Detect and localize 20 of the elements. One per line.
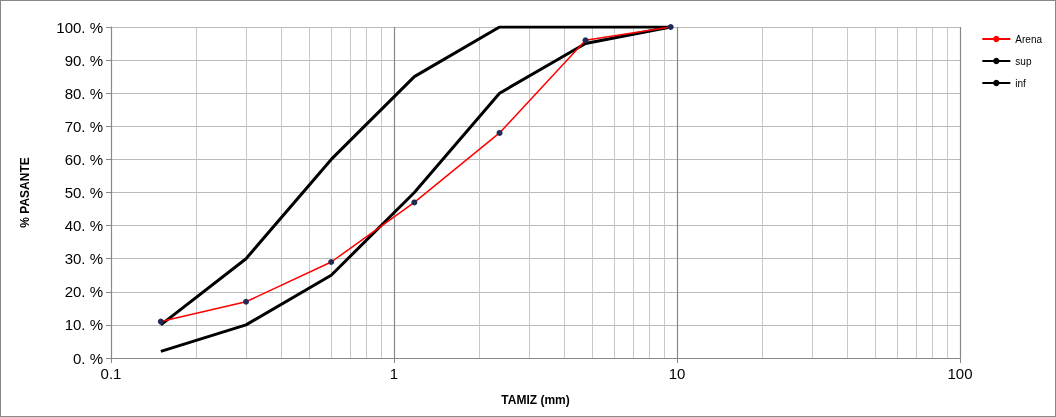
x-tick-label: 100 <box>947 365 973 382</box>
y-tick-label: 40. % <box>64 217 103 235</box>
y-tick-label: 70. % <box>64 117 103 135</box>
y-tick-label: 90. % <box>64 51 103 69</box>
x-axis-title: TAMIZ (mm) <box>501 393 570 407</box>
y-tick-label: 100. % <box>56 18 103 36</box>
y-tick-label: 0. % <box>72 349 103 367</box>
x-tick-label: 1 <box>389 365 399 382</box>
y-tick-label: 10. % <box>64 316 103 334</box>
y-tick-label: 50. % <box>64 184 103 201</box>
legend-label: Arena <box>1015 33 1043 45</box>
x-tick-label: 10 <box>668 365 686 382</box>
legend-label: sup <box>1015 55 1032 67</box>
y-tick-label: 60. % <box>64 150 103 168</box>
y-tick-label: 80. % <box>64 84 103 102</box>
y-tick-label: 20. % <box>64 283 103 301</box>
y-axis-title: % PASANTE <box>18 157 32 228</box>
legend-label: inf <box>1015 77 1027 89</box>
y-tick-label: 30. % <box>64 250 103 268</box>
x-tick-label: 0.1 <box>100 365 122 382</box>
